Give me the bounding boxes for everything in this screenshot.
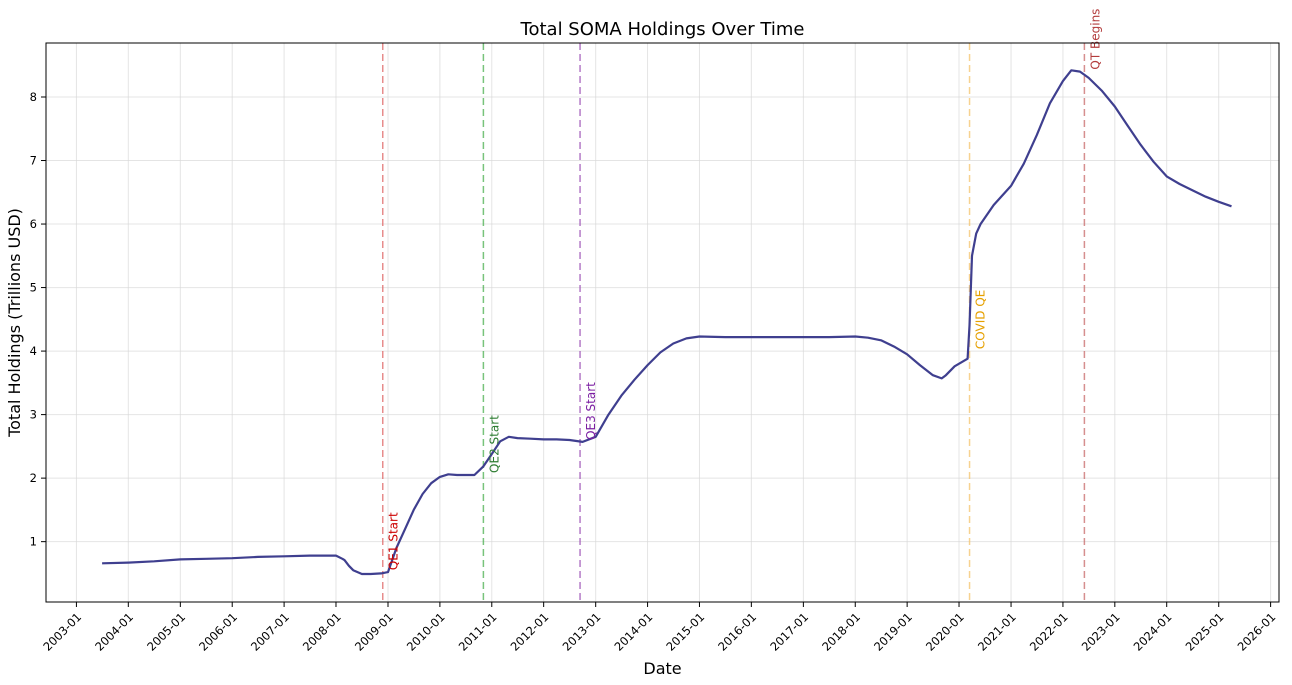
- x-tick-label: 2003-01: [40, 610, 84, 654]
- x-tick-label: 2018-01: [819, 610, 863, 654]
- event-markers: [382, 43, 1086, 602]
- x-tick-label: 2022-01: [1027, 610, 1071, 654]
- x-tick-label: 2004-01: [92, 610, 136, 654]
- chart-title: Total SOMA Holdings Over Time: [520, 19, 805, 40]
- event-label: QE2 Start: [487, 415, 501, 473]
- x-tick-label: 2024-01: [1131, 610, 1175, 654]
- x-tick-label: 2020-01: [923, 610, 967, 654]
- series-layer: QE1 Start QE2 Start QE3 Start COVID QE QT Be…: [102, 9, 1232, 576]
- x-tick-label: 2014-01: [612, 610, 656, 654]
- y-axis-label: Total Holdings (Trillions USD): [5, 208, 24, 438]
- x-tick-label: 2010-01: [404, 610, 448, 654]
- event-label: COVID QE: [974, 290, 988, 349]
- y-tick-label: 4: [30, 344, 37, 358]
- x-axis-ticks: 2003-01 2004-01 2005-01 2006-01 2007-01 2008-…: [40, 602, 1278, 654]
- x-tick-label: 2011-01: [456, 610, 500, 654]
- x-axis-label: Date: [643, 659, 681, 678]
- y-tick-label: 3: [30, 408, 37, 422]
- grid: [46, 43, 1279, 602]
- event-label: QE1 Start: [387, 512, 401, 570]
- x-tick-label: 2012-01: [508, 610, 552, 654]
- x-tick-label: 2015-01: [663, 610, 707, 654]
- x-tick-label: 2019-01: [871, 610, 915, 654]
- event-label: QT Begins: [1088, 9, 1102, 70]
- y-axis-ticks: 1 2 3 4 5 6 7 8: [30, 90, 46, 549]
- y-tick-label: 7: [30, 154, 37, 168]
- y-tick-label: 6: [30, 217, 37, 231]
- y-tick-label: 8: [30, 90, 37, 104]
- x-tick-label: 2017-01: [767, 610, 811, 654]
- y-tick-label: 2: [30, 471, 37, 485]
- x-tick-label: 2023-01: [1079, 610, 1123, 654]
- x-tick-label: 2008-01: [300, 610, 344, 654]
- x-tick-label: 2026-01: [1235, 610, 1279, 654]
- y-tick-label: 1: [30, 535, 37, 549]
- x-tick-label: 2009-01: [352, 610, 396, 654]
- plot-frame: [45, 42, 1280, 603]
- x-tick-label: 2005-01: [144, 610, 188, 654]
- x-tick-label: 2013-01: [560, 610, 604, 654]
- series-line: [102, 69, 1232, 576]
- event-label: QE3 Start: [584, 382, 598, 440]
- x-tick-label: 2006-01: [196, 610, 240, 654]
- x-tick-label: 2016-01: [715, 610, 759, 654]
- x-tick-label: 2007-01: [248, 610, 292, 654]
- y-tick-label: 5: [30, 281, 37, 295]
- x-tick-label: 2021-01: [975, 610, 1019, 654]
- x-tick-label: 2025-01: [1183, 610, 1227, 654]
